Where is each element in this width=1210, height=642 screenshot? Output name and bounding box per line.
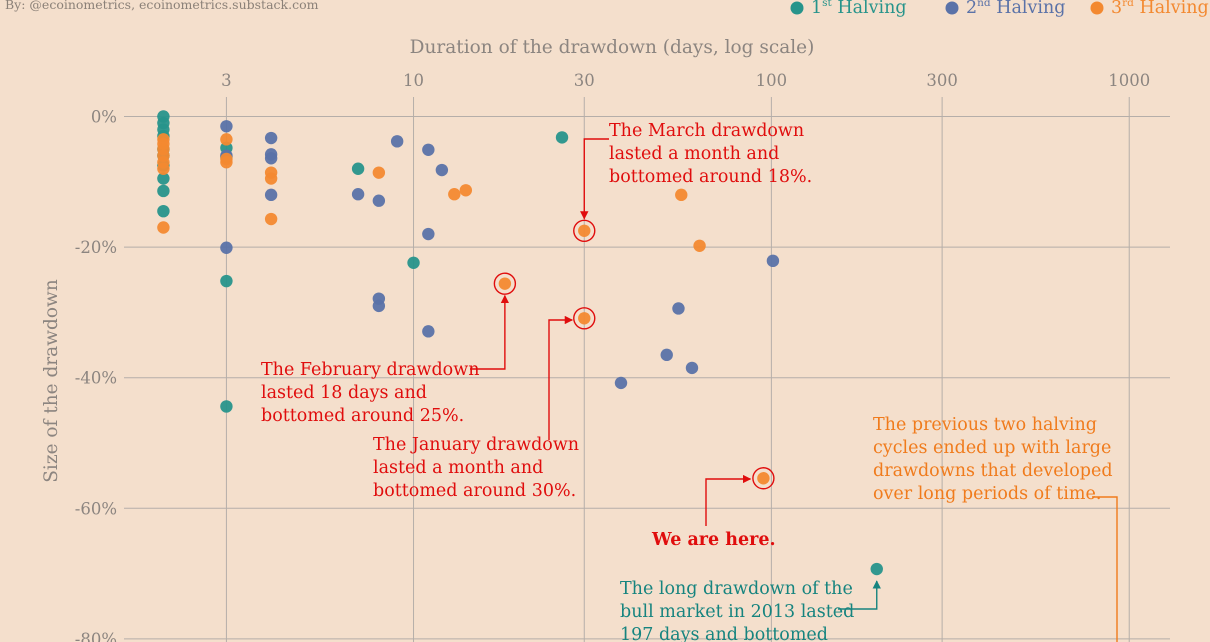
x-tick-label: 100 — [756, 71, 788, 90]
data-point — [372, 194, 386, 207]
highlight-ring — [573, 219, 596, 242]
data-point — [351, 162, 365, 175]
data-point — [157, 162, 170, 175]
y-tick-label: -80% — [75, 630, 117, 642]
data-point — [422, 325, 435, 338]
data-point — [685, 361, 699, 375]
data-point — [220, 241, 233, 254]
credit-text: By: @ecoinometrics, ecoinometrics.substa… — [5, 0, 319, 12]
x-tick-label: 300 — [926, 71, 958, 90]
data-point — [220, 400, 233, 413]
annotation-arrows — [470, 138, 1118, 642]
highlight-ring — [573, 307, 596, 330]
march-annotation: The March drawdown lasted a month and bott… — [609, 121, 812, 187]
january-annotation: The January drawdown lasted a month and bo… — [373, 435, 579, 501]
february-annotation: The February drawdown lasted 18 days and b… — [261, 360, 479, 426]
data-point — [264, 172, 278, 185]
x-tick-label: 3 — [221, 71, 232, 90]
y-tick-label: -60% — [75, 499, 117, 518]
legend-label: 3rd Halving — [1111, 0, 1209, 18]
data-point — [351, 188, 365, 201]
data-point — [390, 135, 404, 148]
axis-ticks: 3 10 30 100 300 1000 0% -20% -40% -60% -80% — [75, 71, 1150, 642]
data-point — [220, 274, 233, 288]
data-point — [264, 212, 278, 226]
long-drawdown-arrow — [838, 580, 881, 610]
data-point — [264, 152, 278, 165]
data-points — [157, 110, 883, 576]
data-point — [220, 156, 233, 169]
x-tick-label: 1000 — [1108, 71, 1150, 90]
data-point — [264, 131, 278, 145]
february-arrow — [470, 294, 510, 370]
data-point — [220, 120, 233, 133]
long-drawdown-annotation: The long drawdown of the bull market in 2… — [620, 579, 854, 642]
data-point — [766, 254, 780, 268]
data-point — [757, 472, 770, 485]
data-point — [614, 376, 628, 390]
legend-marker — [1090, 1, 1104, 15]
previous-halving-line — [1092, 496, 1118, 642]
annotation-texts: The March drawdown lasted a month and bott… — [261, 121, 1113, 642]
data-point — [422, 143, 435, 157]
highlight-ring — [752, 467, 775, 490]
data-point — [448, 188, 461, 201]
march-arrow — [580, 138, 609, 220]
legend-marker — [790, 1, 804, 15]
january-arrow — [548, 315, 574, 440]
here-arrow — [705, 474, 752, 526]
data-point — [157, 221, 170, 234]
data-point — [220, 133, 233, 146]
x-tick-label: 10 — [403, 71, 424, 90]
y-tick-label: -20% — [75, 238, 117, 257]
data-point — [372, 166, 386, 179]
data-point — [660, 348, 673, 362]
data-point — [672, 302, 685, 315]
y-tick-label: 0% — [91, 108, 117, 127]
data-point — [422, 227, 435, 241]
y-tick-label: -40% — [75, 369, 117, 388]
data-point — [372, 299, 386, 313]
data-point — [157, 172, 170, 185]
data-point — [435, 163, 449, 177]
data-point — [498, 277, 512, 290]
legend-marker — [945, 1, 959, 15]
data-point — [157, 184, 170, 198]
data-point — [157, 204, 170, 218]
y-axis-title: Size of the drawdown — [41, 279, 62, 483]
x-axis-title: Duration of the drawdown (days, log scal… — [410, 37, 815, 58]
legend-label: 1st Halving — [811, 0, 907, 18]
here-annotation: We are here. — [651, 530, 776, 550]
x-tick-label: 30 — [574, 71, 595, 90]
data-point — [693, 239, 706, 252]
data-point — [264, 188, 278, 202]
data-point — [555, 131, 569, 144]
legend: 1st Halving 2nd Halving 3rd Halving — [790, 0, 1209, 18]
previous-halving-annotation: The previous two halving cycles ended up … — [873, 415, 1113, 504]
data-point — [578, 312, 591, 325]
data-point — [675, 188, 688, 202]
data-point — [459, 184, 473, 197]
data-point — [578, 224, 591, 237]
data-point — [407, 256, 420, 269]
highlight-ring — [493, 272, 517, 295]
data-point — [870, 562, 883, 576]
legend-label: 2nd Halving — [966, 0, 1065, 18]
